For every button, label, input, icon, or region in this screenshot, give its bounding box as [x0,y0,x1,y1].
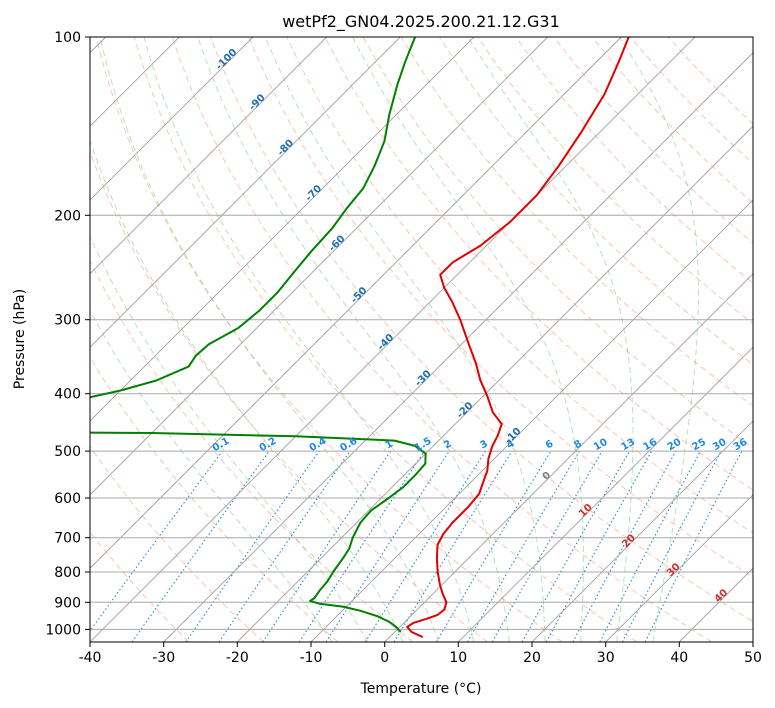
isotherm-line [90,37,254,201]
isotherm-line [90,37,401,348]
isotherm-line [531,420,753,642]
moist-adiabat-line [99,37,439,642]
dry-adiabat-line [90,445,264,642]
mixing-ratio-label: 2 [442,438,454,451]
x-tick-label: -30 [152,650,175,666]
x-tick-label: -40 [79,650,102,666]
mixing-ratio-line [572,450,677,642]
mixing-ratio-line [185,450,320,642]
moist-adiabat-line [90,309,333,642]
x-tick-label: 10 [449,650,467,666]
plot-background [90,37,753,642]
dry-adiabat-line [90,356,339,642]
plot-frame [89,36,754,643]
mixing-ratio-label: 8 [572,438,584,451]
y-axis-title: Pressure (hPa) [12,289,28,389]
mixing-ratio-label: 6 [544,438,556,451]
y-tick-label: 300 [54,313,81,329]
y-axis-ticks: 100 200 300 400 500 600 700 800 900 1000 [45,30,90,638]
moist-adiabat-line [197,37,510,642]
mixing-ratio-line [298,450,425,642]
moist-adiabat-line [619,37,699,642]
mixing-ratio-label: 3 [478,438,490,451]
isotherm-line [90,37,475,422]
mixing-ratio-line [90,450,223,632]
mixing-ratio-line [644,450,743,642]
y-tick-label: 100 [54,30,81,46]
moist-adiabat-line [352,37,584,642]
isotherm-line [457,346,753,642]
x-axis-ticks: -40 -30 -20 -10 0 10 20 30 40 50 [79,642,762,666]
dry-adiabat-line [248,37,753,578]
moist-adiabat-line [143,37,475,642]
isotherm-line [384,273,753,642]
dry-adiabat-line [171,37,712,642]
y-tick-label: 200 [54,208,81,224]
mixing-ratio-line [545,450,653,642]
x-tick-label: -10 [300,650,323,666]
mixing-ratio-line [262,450,392,642]
isotherm-line [90,37,328,275]
dry-adiabat-line [133,37,638,642]
x-tick-label: 30 [597,650,615,666]
isobar-gridlines [90,37,753,630]
y-tick-label: 500 [54,444,81,460]
mixing-ratio-line [521,450,630,642]
dry-adiabat-line [90,259,414,642]
dry-adiabat-line [515,37,753,284]
chart-title: wetPf2_GN04.2025.200.21.12.G31 [282,12,560,32]
isotherm-line [90,37,696,642]
mixing-ratio-line [393,450,513,642]
temperature-profile-line [406,37,630,639]
isotherm-line [310,199,753,642]
isotherm-line [236,125,753,642]
dewpoint-profile-line [90,37,427,633]
y-tick-label: 900 [54,595,81,611]
x-tick-label: 20 [523,650,541,666]
dry-adiabat-line [324,37,753,491]
mixing-ratio-label: 4 [505,438,517,451]
x-tick-label: 0 [380,650,389,666]
x-tick-label: -20 [226,650,249,666]
y-tick-label: 800 [54,565,81,581]
background-lines [90,37,753,642]
y-tick-label: 400 [54,387,81,403]
dry-adiabat-line [95,37,563,642]
y-tick-label: 700 [54,531,81,547]
moist-adiabat-line [264,37,546,642]
dry-adiabat-line [286,37,753,534]
mixing-ratio-label: 1 [384,438,396,451]
y-tick-label: 600 [54,491,81,507]
x-axis-title: Temperature (°C) [360,681,482,697]
mixing-ratio-line [131,450,270,642]
sounding-profiles [90,37,630,639]
moist-adiabat-line [90,235,369,642]
y-tick-label: 1000 [45,622,81,638]
isotherm-line [90,37,549,496]
isotherm-line [605,494,753,642]
x-tick-label: 50 [744,650,762,666]
mixing-ratio-line [325,450,450,642]
mixing-ratio-line [218,450,351,642]
isotherm-line [90,37,622,569]
moist-adiabat-line [90,138,404,642]
dry-adiabat-line [210,37,753,623]
x-tick-label: 40 [670,650,688,666]
